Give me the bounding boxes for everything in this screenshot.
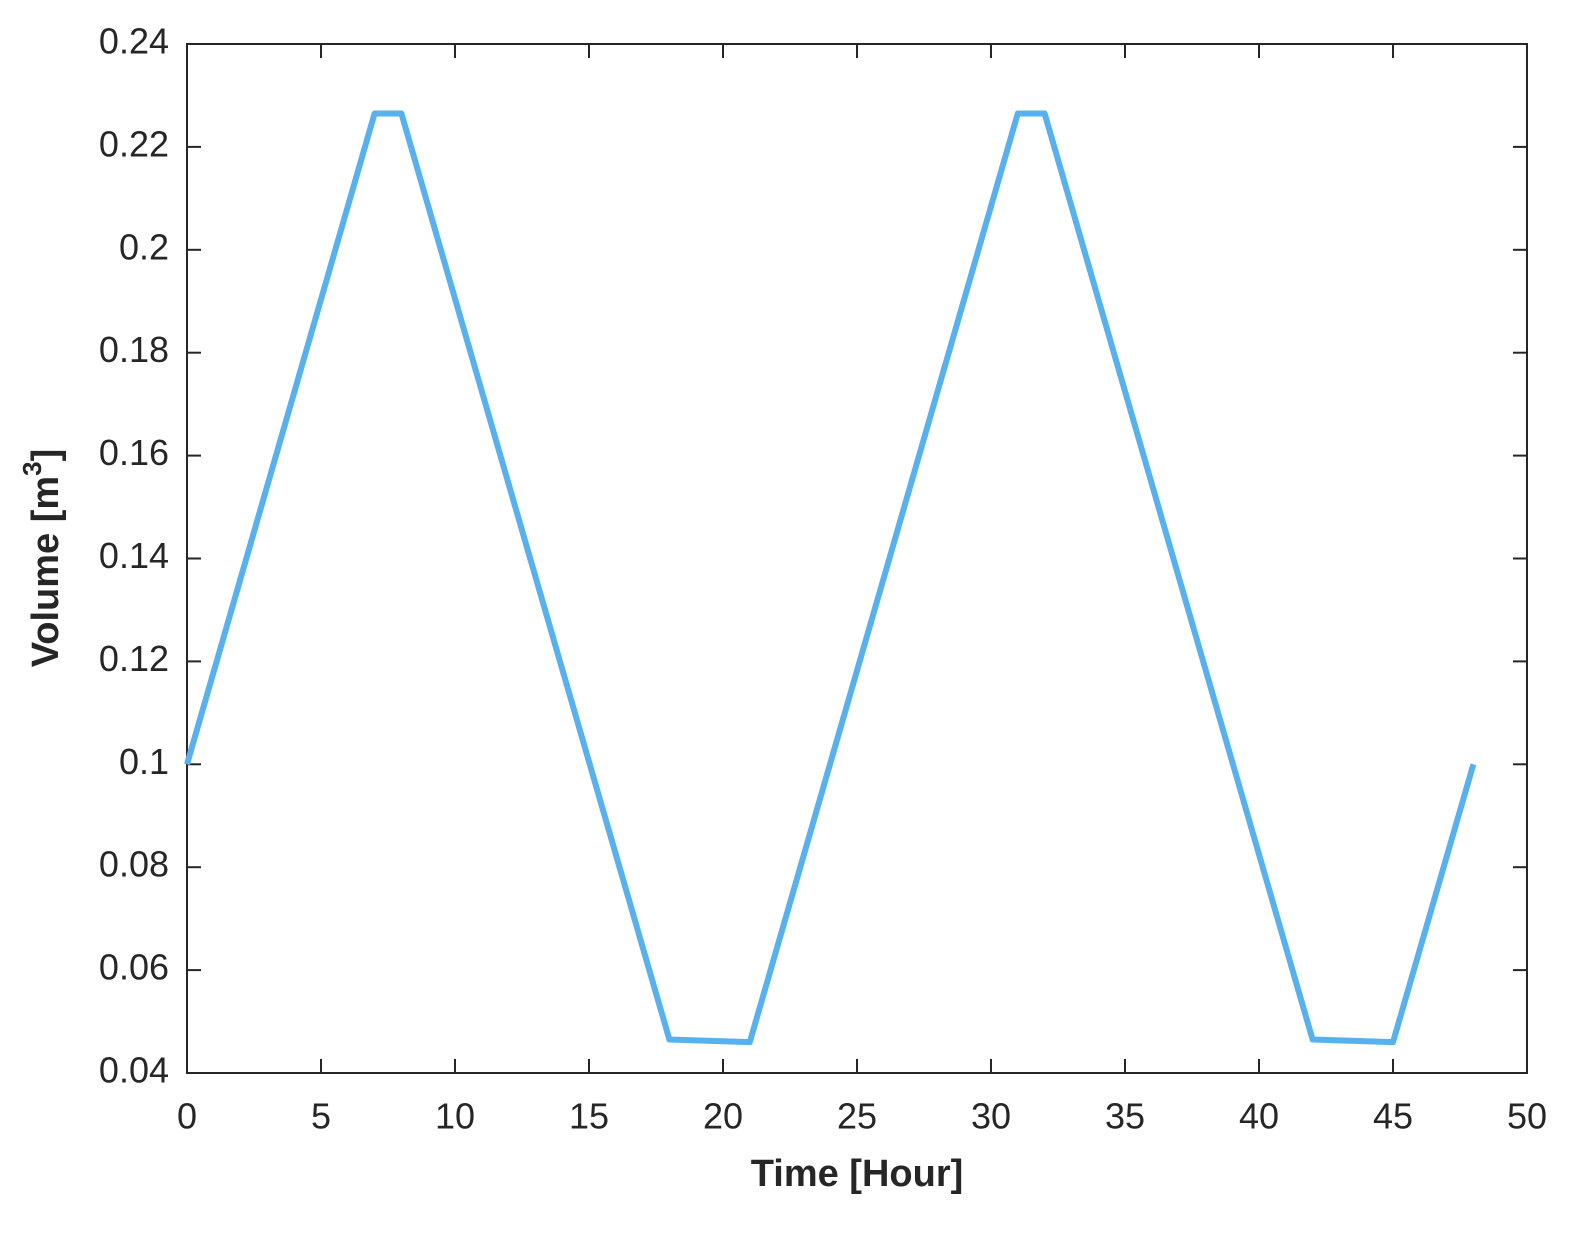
x-tick-label: 5 [311,1096,331,1137]
x-tick-label: 35 [1105,1096,1145,1137]
x-tick-label: 40 [1239,1096,1279,1137]
y-tick-label: 0.18 [99,329,169,370]
y-tick-label: 0.04 [99,1050,169,1091]
x-tick-label: 10 [435,1096,475,1137]
y-tick-label: 0.22 [99,123,169,164]
plot-frame [186,43,1528,1074]
y-tick-label: 0.06 [99,947,169,988]
x-tick-label: 50 [1507,1096,1547,1137]
y-axis-label: Volume [m3] [17,449,67,668]
y-tick-label: 0.1 [119,741,169,782]
y-tick-label: 0.16 [99,432,169,473]
x-tick-label: 15 [569,1096,609,1137]
y-tick-label: 0.12 [99,638,169,679]
y-tick-label: 0.08 [99,844,169,885]
x-tick-label: 25 [837,1096,877,1137]
y-tick-label: 0.24 [99,21,169,62]
y-label-end: ] [25,449,67,462]
y-label-sup: 3 [17,461,47,475]
y-tick-label: 0.14 [99,535,169,576]
y-label-text: Volume [m [25,476,67,667]
x-tick-label: 0 [177,1096,197,1137]
x-tick-label: 45 [1373,1096,1413,1137]
data-line [184,110,1477,1046]
x-tick-label: 20 [703,1096,743,1137]
y-tick-label: 0.2 [119,226,169,267]
x-tick-label: 30 [971,1096,1011,1137]
x-axis-label: Time [Hour] [751,1153,964,1195]
